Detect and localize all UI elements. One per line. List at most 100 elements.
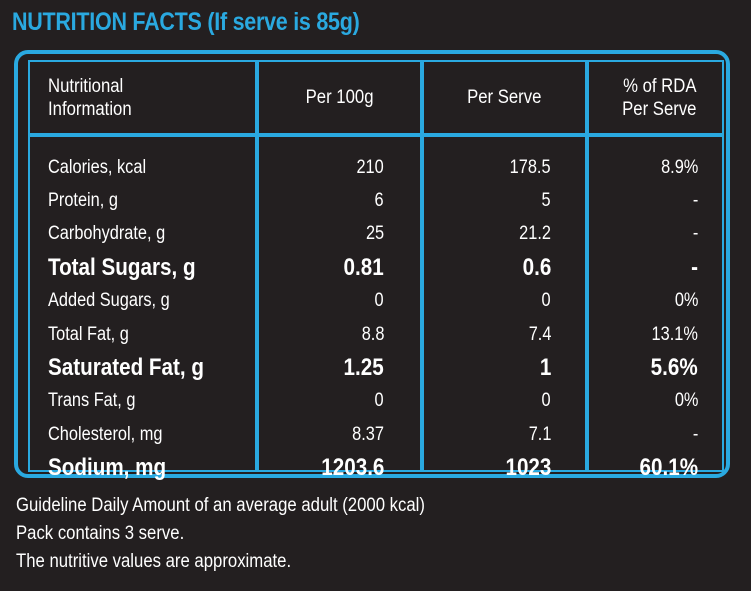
nutrition-table-frame: Nutritional Information Per 100g Per Ser… [14, 50, 730, 481]
column-nutrient-names: Calories, kcal Protein, g Carbohydrate, g T… [28, 135, 257, 481]
per-100g-value: 8.37 [352, 423, 384, 445]
per-100g-value: 1203.6 [320, 454, 384, 482]
header-line: % of RDA [622, 75, 696, 97]
rda-value: - [692, 190, 698, 212]
table-row: 8.9% [589, 151, 722, 184]
per-serve-value: 0 [541, 390, 551, 412]
per-serve-value: 1 [539, 354, 551, 382]
table-row: 0% [589, 385, 722, 418]
table-row: 0.81 [259, 251, 420, 284]
rda-value: 0% [674, 390, 698, 412]
table-row: 0 [424, 285, 585, 318]
rda-value: 5.6% [650, 354, 698, 382]
per-100g-value: 8.8 [361, 323, 384, 345]
table-row: Calories, kcal [30, 151, 255, 184]
nutrient-name: Total Fat, g [48, 323, 129, 345]
footnotes: Guideline Daily Amount of an average adu… [16, 492, 481, 576]
table-row: 0.6 [424, 251, 585, 284]
table-row: 1 [424, 351, 585, 384]
rda-value: - [692, 423, 698, 445]
table-row: 0 [259, 285, 420, 318]
table-row: Total Sugars, g [30, 251, 255, 284]
rda-value: - [692, 223, 698, 245]
header-per-100g: Per 100g [257, 60, 422, 135]
header-per-serve: Per Serve [422, 60, 587, 135]
table-row: 0 [424, 385, 585, 418]
table-row: Carbohydrate, g [30, 218, 255, 251]
footnote: Pack contains 3 serve. [16, 523, 185, 544]
nutrient-name: Total Sugars, g [48, 253, 196, 281]
per-100g-value: 0 [374, 390, 384, 412]
nutrient-name: Protein, g [48, 190, 118, 212]
table-row: 210 [259, 151, 420, 184]
footnote: The nutritive values are approximate. [16, 551, 292, 572]
rda-value: 0% [674, 290, 698, 312]
table-row: 1203.6 [259, 452, 420, 485]
table-row: 1.25 [259, 351, 420, 384]
table-row: - [589, 184, 722, 217]
per-100g-value: 1.25 [343, 354, 384, 382]
nutrient-name: Sodium, mg [48, 454, 167, 482]
nutrient-name: Trans Fat, g [48, 390, 136, 412]
nutrient-name: Calories, kcal [48, 156, 147, 178]
table-row: Trans Fat, g [30, 385, 255, 418]
table-row: 7.1 [424, 418, 585, 451]
table-row: 8.8 [259, 318, 420, 351]
nutrient-name: Added Sugars, g [48, 290, 170, 312]
per-serve-value: 7.1 [528, 423, 551, 445]
table-row: 25 [259, 218, 420, 251]
nutrient-name: Carbohydrate, g [48, 223, 166, 245]
table-row: - [589, 218, 722, 251]
per-100g-value: 25 [365, 223, 384, 245]
column-per-serve: 178.5 5 21.2 0.6 0 7.4 1 0 7.1 1023 [422, 135, 587, 481]
rda-value: 13.1% [651, 323, 698, 345]
table-row: Added Sugars, g [30, 285, 255, 318]
column-rda: 8.9% - - - 0% 13.1% 5.6% 0% - 60.1% [587, 135, 724, 481]
nutrient-name: Saturated Fat, g [48, 354, 204, 382]
rda-value: 60.1% [639, 454, 698, 482]
footnote: Guideline Daily Amount of an average adu… [16, 495, 425, 516]
table-row: 6 [259, 184, 420, 217]
header-nutritional-information: Nutritional Information [28, 60, 257, 135]
header-line: Information [48, 98, 132, 120]
per-100g-value: 210 [356, 156, 384, 178]
table-row: - [589, 418, 722, 451]
nutrition-table: Nutritional Information Per 100g Per Ser… [28, 60, 724, 481]
table-row: Total Fat, g [30, 318, 255, 351]
header-line: Per Serve [467, 87, 542, 108]
per-serve-value: 0.6 [522, 253, 551, 281]
table-row: 0 [259, 385, 420, 418]
table-row: Cholesterol, mg [30, 418, 255, 451]
table-row: Sodium, mg [30, 452, 255, 485]
table-row: 13.1% [589, 318, 722, 351]
per-serve-value: 21.2 [519, 223, 551, 245]
table-row: 8.37 [259, 418, 420, 451]
table-row: 5.6% [589, 351, 722, 384]
per-100g-value: 0 [374, 290, 384, 312]
per-serve-value: 178.5 [510, 156, 551, 178]
header-rda-per-serve: % of RDA Per Serve [587, 60, 724, 135]
per-100g-value: 0.81 [343, 253, 384, 281]
table-row: 1023 [424, 452, 585, 485]
header-line: Per 100g [305, 87, 374, 108]
per-serve-value: 0 [541, 290, 551, 312]
per-serve-value: 5 [541, 190, 551, 212]
column-per-100g: 210 6 25 0.81 0 8.8 1.25 0 8.37 1203.6 [257, 135, 422, 481]
rda-value: 8.9% [660, 156, 698, 178]
per-100g-value: 6 [374, 190, 384, 212]
table-row: 5 [424, 184, 585, 217]
header-line: Nutritional [48, 75, 124, 97]
nutrient-name: Cholesterol, mg [48, 423, 163, 445]
rda-value: - [691, 253, 698, 281]
per-serve-value: 1023 [505, 454, 551, 482]
table-row: 7.4 [424, 318, 585, 351]
table-row: Protein, g [30, 184, 255, 217]
header-line: Per Serve [621, 98, 696, 120]
table-row: - [589, 251, 722, 284]
page-title: NUTRITION FACTS (If serve is 85g) [12, 8, 360, 36]
table-row: 178.5 [424, 151, 585, 184]
table-row: 21.2 [424, 218, 585, 251]
per-serve-value: 7.4 [528, 323, 551, 345]
table-row: 0% [589, 285, 722, 318]
table-row: Saturated Fat, g [30, 351, 255, 384]
